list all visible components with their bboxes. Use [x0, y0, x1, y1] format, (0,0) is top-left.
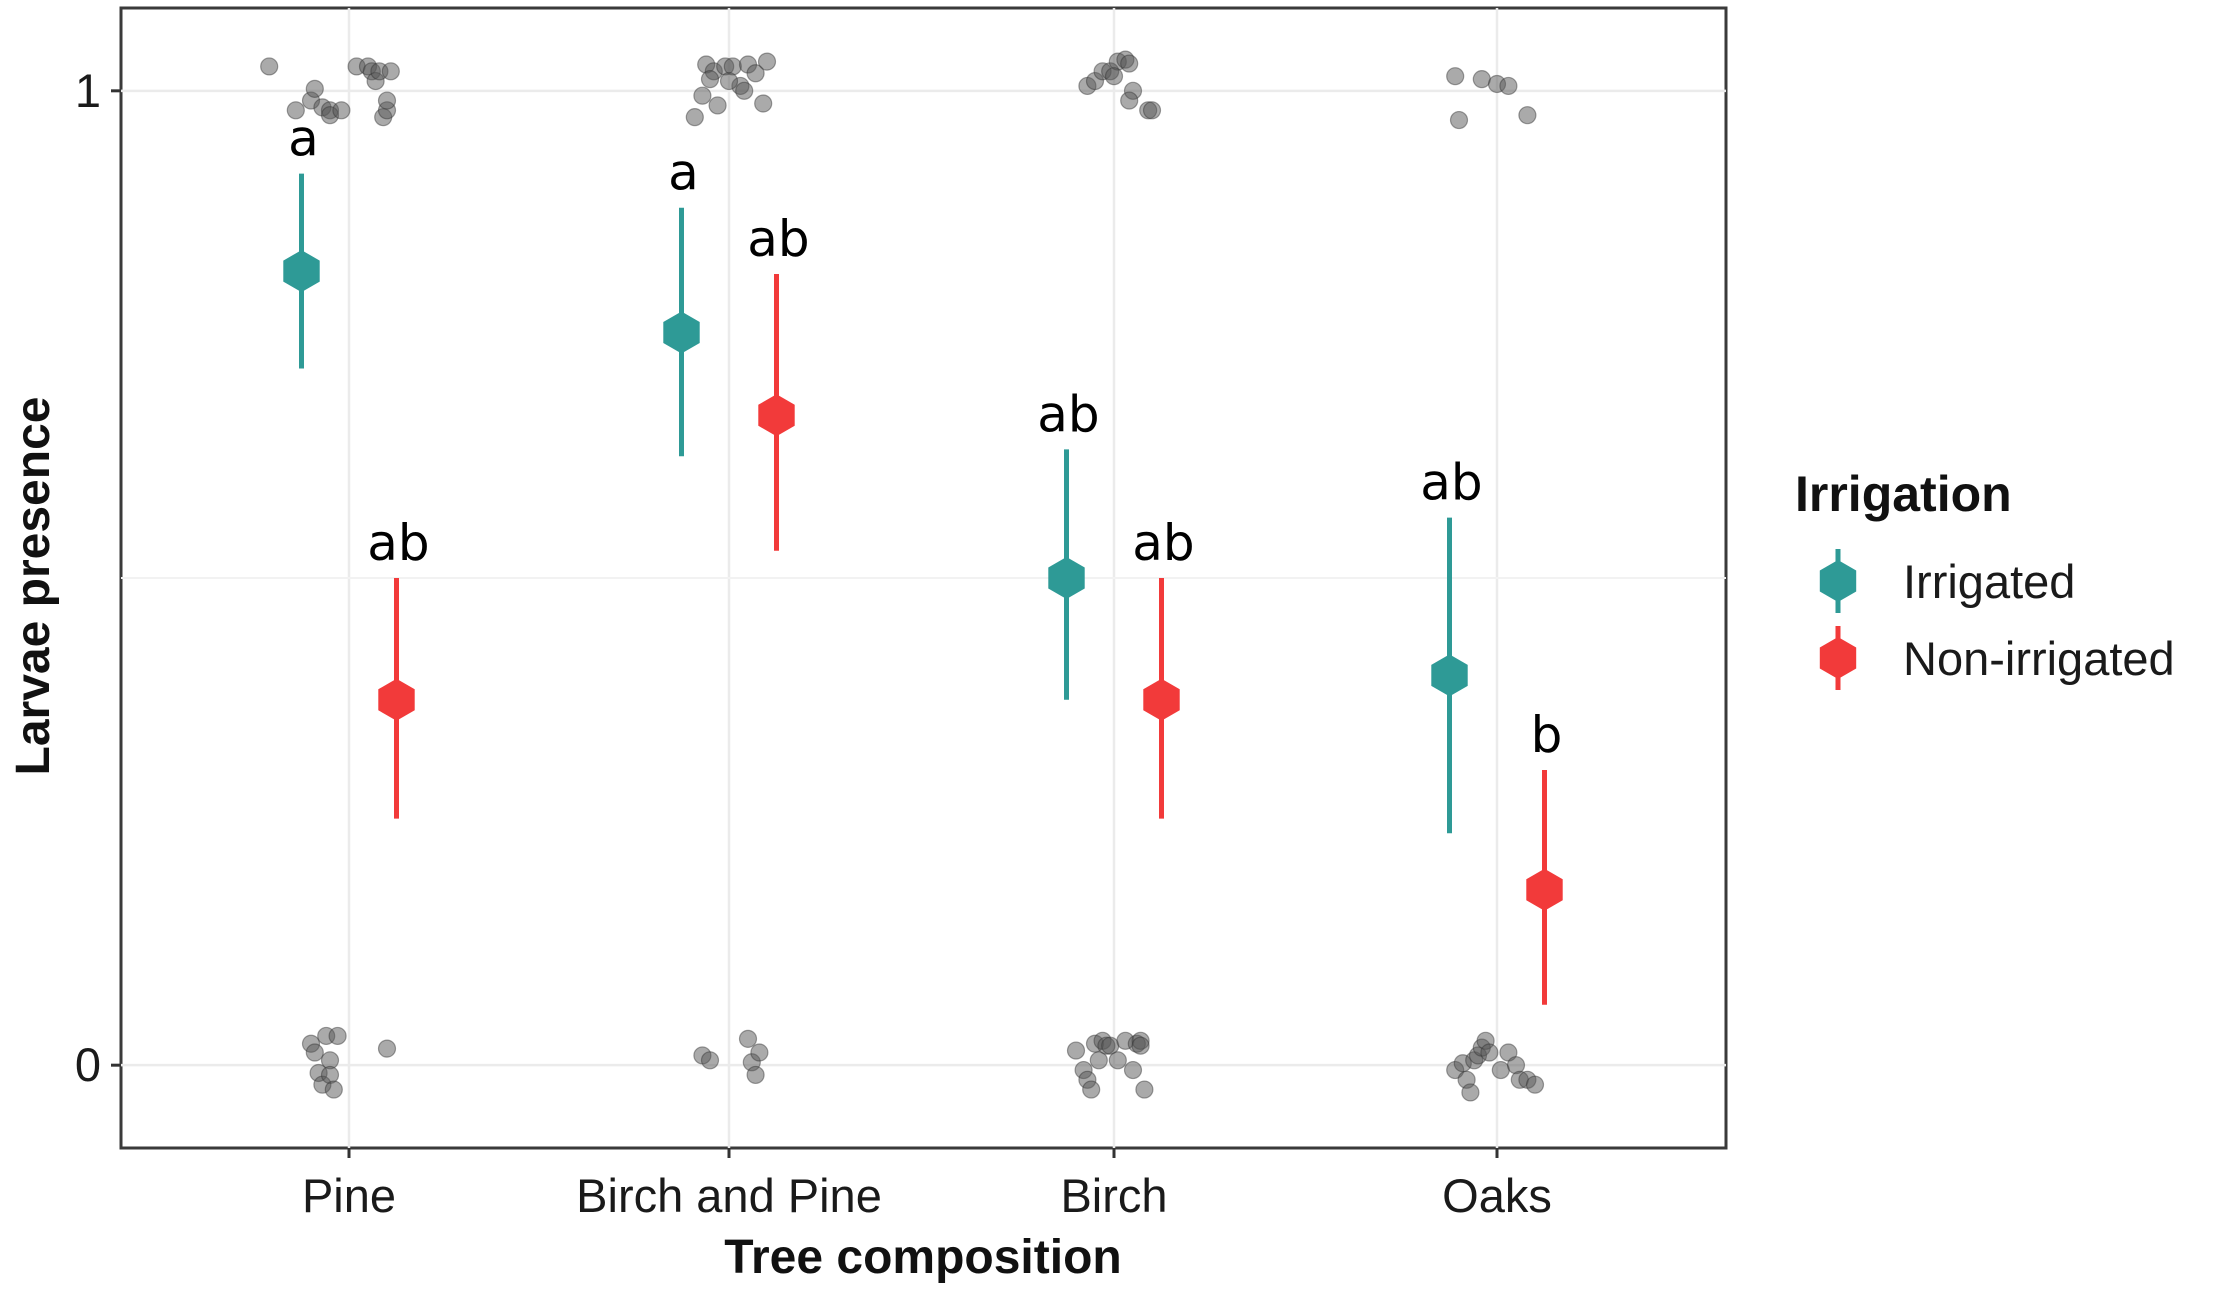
observation-point-91 [1480, 1043, 1499, 1062]
legend-key-marker-irrigated [1819, 560, 1857, 602]
observation-point-75 [1131, 1036, 1150, 1055]
observation-point-81 [1499, 76, 1518, 96]
observation-point-93 [1499, 1043, 1518, 1062]
observation-point-25 [324, 1080, 343, 1099]
legend-label-irrigated: Irrigated [1903, 555, 2075, 608]
observation-point-64 [1082, 1080, 1101, 1099]
observation-point-29 [693, 86, 712, 105]
observation-point-19 [305, 1043, 324, 1062]
y-axis-title: Larvae presence [7, 397, 60, 776]
observation-point-1 [260, 57, 279, 76]
observation-point-42 [735, 81, 754, 100]
irrigated-point-4 [1431, 654, 1468, 697]
non-irrigated-point-3 [1143, 678, 1180, 721]
observation-point-37 [746, 64, 765, 83]
observation-point-77 [1446, 67, 1465, 86]
legend-label-non-irrigated: Non-irrigated [1903, 632, 2175, 685]
non-irrigated-point-2 [758, 394, 795, 437]
legend-keys: Irrigated Non-irrigated [1819, 549, 2175, 690]
observation-point-2 [286, 101, 305, 120]
irrigated-point-1 [283, 250, 320, 293]
observation-point-27 [377, 1039, 397, 1058]
observation-point-97 [1525, 1075, 1545, 1094]
observation-point-55 [1120, 54, 1139, 73]
irrigated-point-3 [1048, 557, 1085, 599]
x-tick-label-2: Birch and Pine [576, 1169, 882, 1222]
observation-point-59 [1120, 91, 1139, 110]
irrigated-significance-label-4: ab [1420, 454, 1482, 512]
observation-point-60 [1104, 67, 1124, 86]
observation-point-32 [708, 96, 727, 115]
observation-point-79 [1472, 70, 1491, 89]
grid [121, 8, 1726, 1148]
observation-point-78 [1449, 110, 1469, 130]
x-tick-label-1: Pine [302, 1169, 396, 1222]
observation-point-39 [757, 52, 777, 71]
x-axis-title: Tree composition [724, 1231, 1121, 1284]
legend: Irrigation Irrigated Non-irrigated [1795, 466, 2175, 690]
observation-point-66 [1089, 1051, 1108, 1070]
non-irrigated-point-4 [1526, 868, 1563, 911]
axes: 0 1 Pine Birch and Pine Birch Oaks [75, 64, 1552, 1222]
legend-title: Irrigation [1795, 466, 2012, 522]
observation-point-41 [719, 71, 739, 91]
observation-point-86 [1461, 1083, 1480, 1102]
observation-point-16 [377, 91, 397, 110]
observation-point-82 [1518, 106, 1537, 125]
irrigated-significance-label-2: a [668, 144, 699, 202]
observation-point-76 [1135, 1080, 1154, 1099]
observation-point-28 [685, 108, 704, 127]
observation-point-47 [746, 1065, 765, 1085]
non-irrigated-significance-label-3: ab [1132, 514, 1194, 572]
observation-point-38 [754, 94, 773, 113]
observation-point-45 [738, 1029, 758, 1048]
non-irrigated-significance-label-2: ab [747, 210, 809, 268]
observation-point-40 [700, 70, 720, 89]
observation-point-58 [1142, 101, 1162, 120]
observation-point-92 [1491, 1060, 1510, 1080]
y-tick-label-2: 1 [75, 64, 101, 117]
observation-point-26 [328, 1026, 347, 1046]
non-irrigated-point-1 [378, 678, 415, 721]
x-tick-label-3: Birch [1060, 1169, 1167, 1222]
non-irrigated-significance-label-1: ab [367, 514, 429, 572]
y-tick-label-1: 0 [75, 1038, 101, 1091]
observation-point-48 [750, 1043, 769, 1062]
irrigated-significance-label-3: ab [1037, 385, 1099, 443]
irrigated-point-2 [663, 311, 700, 354]
x-tick-label-4: Oaks [1442, 1169, 1552, 1222]
observation-point-70 [1108, 1051, 1127, 1070]
legend-key-marker-non-irrigated [1819, 637, 1857, 679]
observation-point-17 [381, 62, 400, 81]
observation-point-8 [332, 101, 351, 120]
non-irrigated-significance-label-4: b [1531, 706, 1563, 764]
raw-observations [260, 50, 1545, 1102]
observation-point-4 [305, 79, 324, 98]
observation-point-72 [1123, 1060, 1143, 1080]
observation-point-44 [700, 1051, 720, 1070]
irrigated-significance-label-1: a [288, 110, 319, 168]
observation-point-61 [1066, 1041, 1086, 1060]
